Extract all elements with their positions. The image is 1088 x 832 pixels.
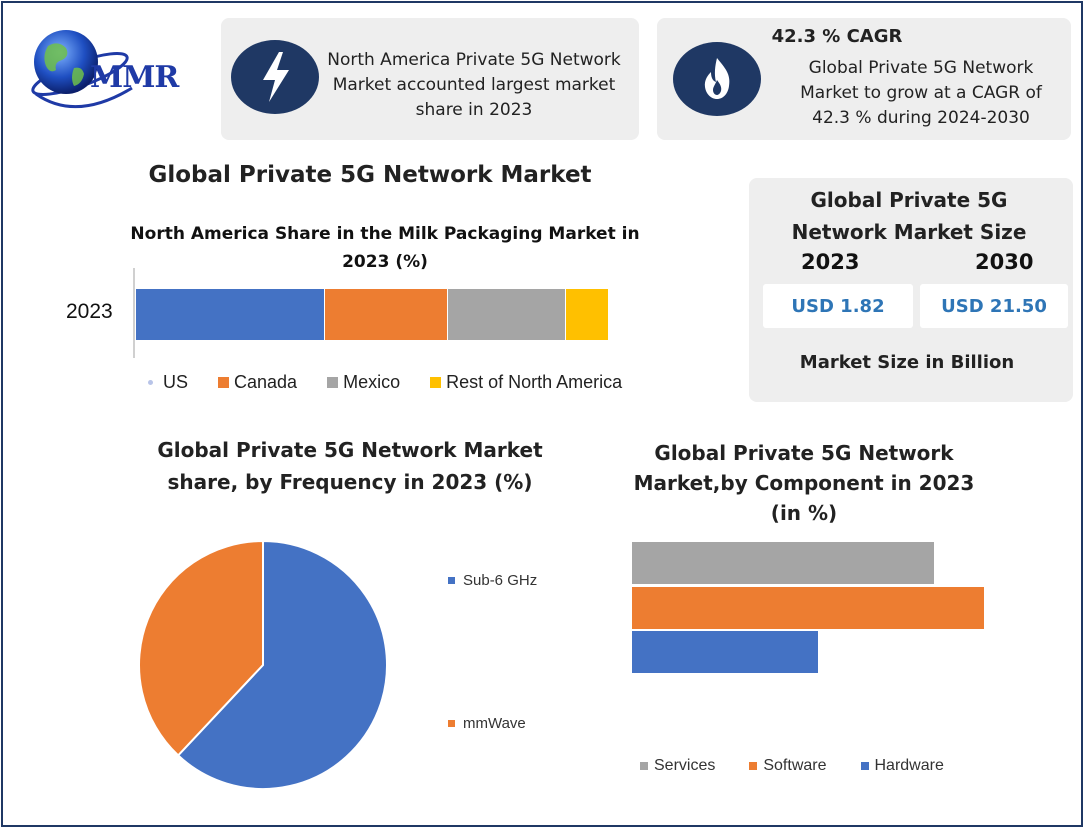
market-size-title: Global Private 5G Network Market Size [791, 188, 1027, 244]
legend-swatch [448, 720, 455, 727]
pie-legend-item: mmWave [448, 715, 526, 732]
legend-swatch [640, 762, 648, 770]
stacked-chart-axis [133, 268, 135, 358]
cagr-text: Global Private 5G Network Market to grow… [800, 58, 1042, 128]
stacked-bar-segment-canada [325, 289, 449, 340]
logo-text: MMR [90, 60, 179, 95]
legend-swatch [218, 377, 230, 388]
component-bar-hardware [632, 631, 819, 673]
component-legend-label: Services [654, 757, 716, 774]
pie-slice-sub-6-ghz [176, 539, 388, 790]
value-2023: USD 1.82 [763, 284, 913, 328]
component-legend-item: Hardware [860, 757, 944, 775]
stacked-bar-segment-rest-of-north-america [566, 289, 609, 340]
main-title: Global Private 5G Network Market [148, 162, 592, 188]
mmr-logo [31, 30, 133, 109]
stacked-bar-segment-mexico [448, 289, 567, 340]
component-legend-item: Software [749, 757, 827, 775]
pie-legend-label: Sub-6 GHz [463, 572, 538, 589]
market-size-unit-note: Market Size in Billion [799, 352, 1015, 373]
component-legend-item: Services [640, 757, 715, 775]
flame-icon [673, 42, 761, 116]
legend-label: Mexico [343, 372, 401, 392]
legend-label: Canada [234, 372, 298, 392]
legend-item: US [148, 372, 188, 393]
stacked-chart-legend: US Canada Mexico Rest of North America [148, 372, 652, 393]
stacked-bar-segment-us [136, 289, 326, 340]
component-legend-label: Software [763, 757, 827, 774]
component-chart-title: Global Private 5G Network Market,by Comp… [633, 441, 975, 525]
legend-label: Rest of North America [446, 372, 623, 392]
market-size-card: Global Private 5G Network Market Size 20… [749, 178, 1073, 402]
component-legend-label: Hardware [874, 757, 944, 774]
region-highlight-text: North America Private 5G Network Market … [327, 50, 621, 120]
component-bar-software [632, 587, 984, 629]
legend-swatch [148, 380, 153, 385]
pie-chart [138, 539, 388, 790]
pie-legend-item: Sub-6 GHz [448, 572, 537, 589]
value-2030: USD 21.50 [920, 284, 1068, 328]
stacked-chart-category-label: 2023 [66, 300, 113, 323]
legend-item: Mexico [327, 372, 400, 393]
year-2030-label: 2030 [975, 250, 1034, 274]
legend-swatch [327, 377, 339, 388]
component-chart-legend: Services Software Hardware [640, 757, 978, 775]
component-bar-services [632, 542, 934, 584]
pie-slice-mmwave [138, 539, 264, 757]
cagr-title: 42.3 % CAGR [771, 26, 903, 47]
lightning-icon [231, 40, 319, 114]
legend-label: US [163, 372, 189, 392]
pie-chart-title: Global Private 5G Network Market share, … [157, 438, 543, 494]
cagr-highlight-card: 42.3 % CAGR Global Private 5G Network Ma… [657, 18, 1071, 140]
year-2023-label: 2023 [801, 250, 860, 274]
stacked-chart-title: North America Share in the Milk Packagin… [130, 224, 640, 272]
legend-swatch [430, 377, 442, 388]
legend-swatch [749, 762, 758, 770]
legend-item: Canada [218, 372, 297, 393]
legend-swatch [448, 577, 455, 584]
region-highlight-card: North America Private 5G Network Market … [221, 18, 639, 140]
pie-legend-label: mmWave [463, 715, 526, 732]
legend-swatch [860, 762, 869, 770]
legend-item: Rest of North America [430, 372, 622, 393]
stacked-bar [136, 289, 609, 340]
